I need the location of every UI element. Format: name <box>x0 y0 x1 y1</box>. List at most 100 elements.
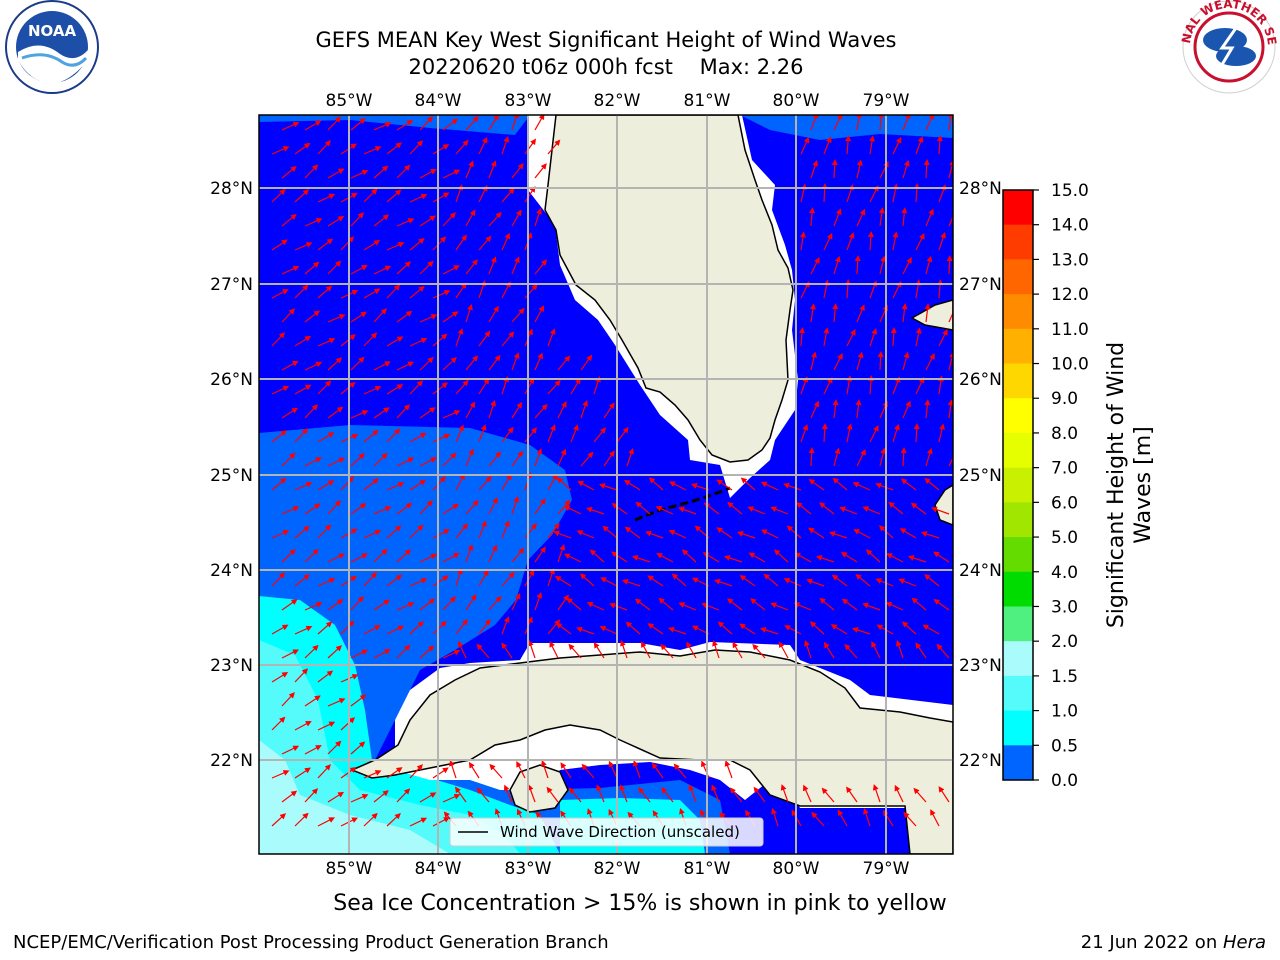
wave-arrow <box>396 261 412 275</box>
wave-arrow <box>340 717 356 731</box>
wave-arrow <box>294 720 312 731</box>
wave-arrow <box>396 164 411 179</box>
lon-label: 81°W <box>684 859 731 879</box>
wave-arrow <box>501 426 514 443</box>
lon-label: 85°W <box>326 91 373 111</box>
wave-arrow <box>560 762 572 779</box>
wave-arrow <box>488 595 502 611</box>
wave-arrow <box>798 327 805 347</box>
wave-arrow <box>763 573 779 587</box>
wave-arrow <box>304 548 319 563</box>
chart-subtitle: 20220620 t06z 000h fcst Max: 2.26 <box>408 55 804 79</box>
wave-arrow <box>809 207 816 227</box>
wave-arrow <box>892 136 902 155</box>
lat-label: 22°N <box>959 751 1002 771</box>
wave-arrow <box>432 575 449 587</box>
wave-arrow <box>671 573 687 587</box>
wave-arrow <box>327 598 344 611</box>
wave-arrow <box>553 530 572 539</box>
wave-arrow <box>603 450 615 467</box>
wave-arrow <box>327 500 341 515</box>
wave-arrow <box>455 619 468 635</box>
wave-arrow <box>501 571 515 587</box>
wave-arrow <box>924 399 931 419</box>
wave-arrow <box>938 231 946 251</box>
wave-arrow <box>524 523 537 539</box>
wave-arrow <box>409 524 424 539</box>
wave-arrow <box>833 208 842 227</box>
wave-arrow <box>808 447 815 467</box>
wave-arrow <box>580 451 594 467</box>
wave-arrow <box>661 787 674 803</box>
wave-arrow <box>823 136 832 155</box>
wave-arrow <box>350 264 368 275</box>
wave-arrow <box>800 376 809 395</box>
wave-arrow <box>386 284 401 299</box>
nws-logo: NATIONAL WEATHER SERVICE <box>0 0 1279 94</box>
wave-arrow <box>948 351 953 371</box>
florida-land <box>544 115 794 463</box>
wave-arrow <box>340 236 355 251</box>
wave-arrow <box>419 260 434 275</box>
wave-arrow <box>350 212 365 227</box>
chart-title: GEFS MEAN Key West Significant Height of… <box>315 28 897 52</box>
wave-arrow <box>511 209 522 227</box>
colorbar-swatch <box>1003 432 1033 469</box>
wave-arrow <box>729 787 743 803</box>
wave-arrow <box>327 740 342 755</box>
wave-arrow <box>442 118 459 131</box>
florida-keys <box>634 486 731 522</box>
wave-arrow <box>862 506 881 515</box>
wave-arrow <box>668 626 687 635</box>
wave-arrow <box>386 482 405 491</box>
wave-arrow <box>547 567 555 587</box>
wave-arrow <box>271 146 290 155</box>
wave-arrow <box>317 285 333 299</box>
lat-label: 27°N <box>210 275 253 295</box>
wave-arrow <box>350 410 369 419</box>
wave-arrow <box>409 578 428 587</box>
lat-label: 22°N <box>210 751 253 771</box>
lat-labels-left: 28°N 27°N 26°N 25°N 24°N 23°N 22°N <box>210 179 253 771</box>
wave-arrow <box>823 232 833 251</box>
wave-arrow <box>750 598 766 611</box>
wave-arrow <box>317 578 336 587</box>
wave-arrow <box>892 231 899 251</box>
wave-arrow <box>688 784 697 803</box>
wave-arrow <box>879 447 887 467</box>
wave-arrow <box>568 643 582 659</box>
lat-label: 26°N <box>959 370 1002 390</box>
wave-arrow <box>511 307 525 323</box>
wave-arrow <box>555 622 572 635</box>
wave-arrow <box>878 525 894 539</box>
wave-direction-arrows <box>271 115 953 827</box>
wave-arrow <box>886 553 904 563</box>
wave-arrow <box>271 813 287 827</box>
wave-arrow <box>465 209 476 227</box>
wave-arrow <box>547 424 556 443</box>
wave-arrow <box>901 303 908 323</box>
wave-arrow <box>647 575 664 587</box>
wave-arrow <box>717 621 733 635</box>
wave-arrow <box>455 184 464 203</box>
wave-arrow <box>488 305 499 323</box>
wave-arrow <box>363 385 382 395</box>
wave-arrow <box>819 597 835 611</box>
lat-label: 24°N <box>210 561 253 581</box>
wave-arrow <box>455 424 464 443</box>
wave-arrow <box>877 351 884 371</box>
wave-arrow <box>879 255 886 275</box>
wave-arrow <box>281 452 296 467</box>
wave-arrow <box>271 430 287 443</box>
wave-arrow <box>501 520 510 539</box>
wave-arrow <box>586 601 605 611</box>
wave-arrow <box>478 475 492 491</box>
wave-arrow <box>760 529 779 539</box>
wave-arrow <box>900 478 917 491</box>
wave-arrow <box>892 376 901 395</box>
wave-arrow <box>640 641 651 659</box>
colorbar-swatch <box>1003 467 1033 503</box>
lat-label: 24°N <box>959 561 1002 581</box>
wave-arrow <box>419 407 436 419</box>
wave-arrow <box>878 207 885 227</box>
